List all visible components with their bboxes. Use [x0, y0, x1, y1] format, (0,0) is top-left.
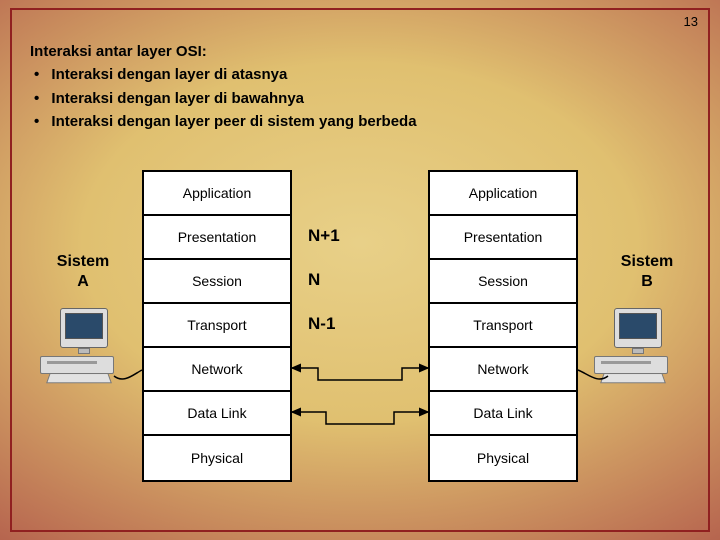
- layer-cell: Application: [430, 172, 576, 216]
- n-labels-column: N+1 N N-1: [308, 170, 368, 478]
- computer-b-icon: [594, 308, 684, 386]
- heading-block: Interaksi antar layer OSI: Interaksi den…: [30, 40, 690, 133]
- page-number: 13: [684, 14, 698, 29]
- osi-stack-b: Application Presentation Session Transpo…: [428, 170, 578, 482]
- system-b-label: SistemB: [612, 252, 682, 292]
- osi-diagram: SistemA SistemB Application Presentation…: [0, 156, 720, 526]
- layer-cell: Transport: [144, 304, 290, 348]
- layer-cell: Physical: [430, 436, 576, 480]
- heading-bullet: Interaksi dengan layer di atasnya: [34, 63, 690, 86]
- layer-cell: Network: [430, 348, 576, 392]
- n-label: [308, 390, 368, 434]
- osi-stack-a: Application Presentation Session Transpo…: [142, 170, 292, 482]
- system-a-label: SistemA: [48, 252, 118, 292]
- n-label: [308, 170, 368, 214]
- layer-cell: Transport: [430, 304, 576, 348]
- n-label: N-1: [308, 302, 368, 346]
- layer-cell: Session: [144, 260, 290, 304]
- computer-a-icon: [40, 308, 130, 386]
- n-label: [308, 346, 368, 390]
- layer-cell: Network: [144, 348, 290, 392]
- heading-title: Interaksi antar layer OSI:: [30, 40, 690, 63]
- heading-bullet: Interaksi dengan layer peer di sistem ya…: [34, 110, 690, 133]
- layer-cell: Presentation: [144, 216, 290, 260]
- heading-list: Interaksi dengan layer di atasnya Intera…: [34, 63, 690, 133]
- layer-cell: Physical: [144, 436, 290, 480]
- layer-cell: Data Link: [430, 392, 576, 436]
- n-label: N+1: [308, 214, 368, 258]
- layer-cell: Application: [144, 172, 290, 216]
- layer-cell: Presentation: [430, 216, 576, 260]
- n-label: [308, 434, 368, 478]
- layer-cell: Data Link: [144, 392, 290, 436]
- heading-bullet: Interaksi dengan layer di bawahnya: [34, 87, 690, 110]
- n-label: N: [308, 258, 368, 302]
- layer-cell: Session: [430, 260, 576, 304]
